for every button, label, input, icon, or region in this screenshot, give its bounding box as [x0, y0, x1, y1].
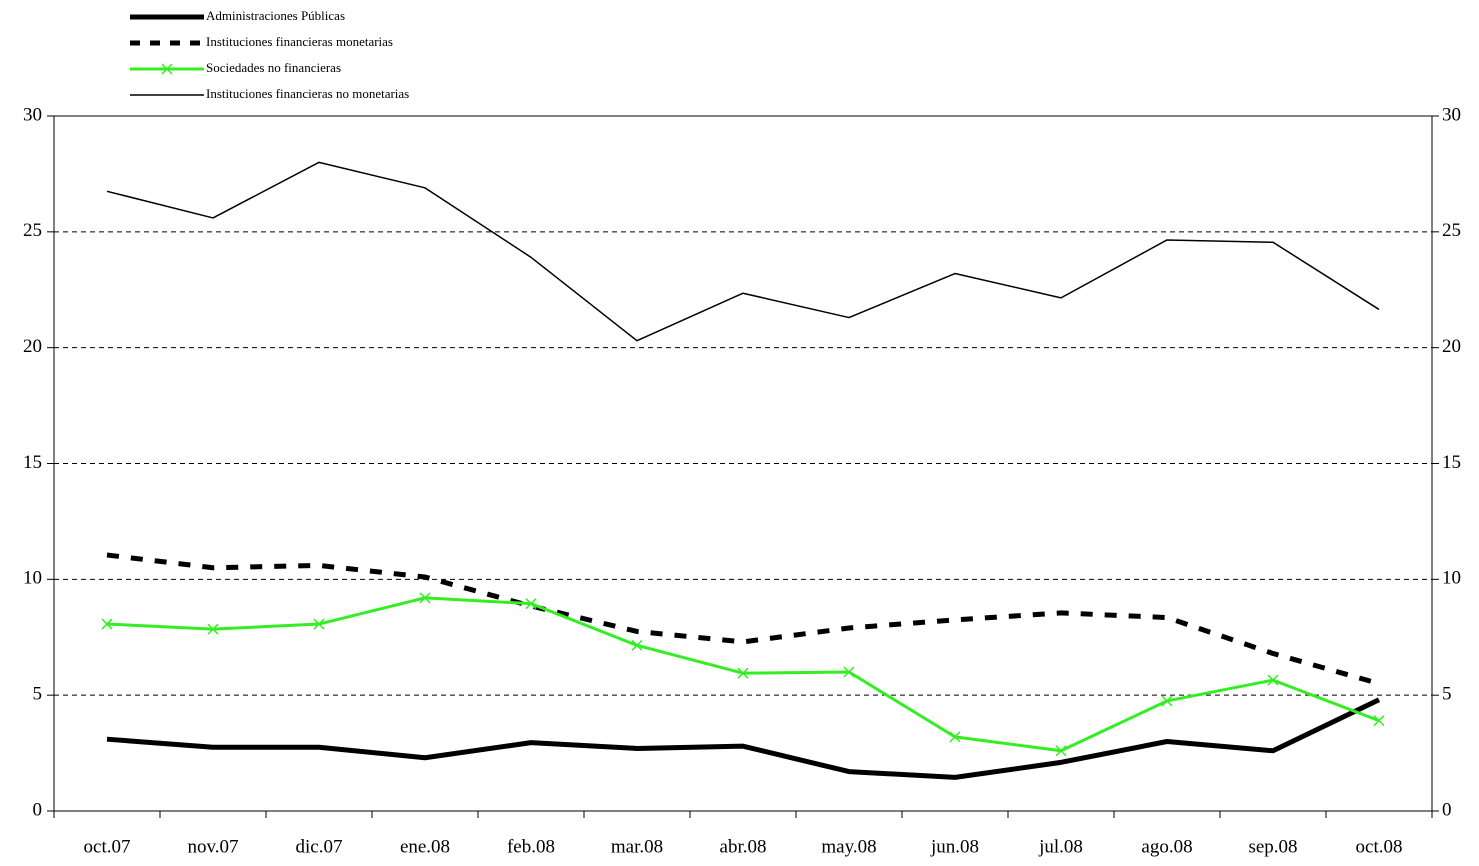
- marker: [631, 639, 643, 651]
- x-tick-label: ago.08: [1141, 836, 1192, 857]
- y-tick-label: 5: [33, 684, 43, 705]
- x-tick-label: oct.07: [84, 836, 131, 857]
- y-tick-label: 25: [23, 220, 42, 241]
- x-tick-label: oct.08: [1356, 836, 1403, 857]
- y2-tick-label: 25: [1442, 220, 1461, 241]
- x-tick-label: feb.08: [507, 836, 555, 857]
- y2-tick-label: 0: [1442, 799, 1452, 820]
- marker: [207, 623, 219, 635]
- x-tick-label: nov.07: [187, 836, 238, 857]
- marker: [313, 618, 325, 630]
- y-tick-label: 0: [33, 799, 43, 820]
- marker: [101, 618, 113, 630]
- legend-label: Administraciones Públicas: [206, 8, 345, 23]
- marker: [737, 667, 749, 679]
- marker: [949, 731, 961, 743]
- y2-tick-label: 30: [1442, 104, 1461, 125]
- series-line: [106, 596, 1380, 753]
- series-line: [106, 161, 1380, 342]
- marker: [1267, 674, 1279, 686]
- legend-label: Sociedades no financieras: [206, 60, 341, 75]
- y-tick-label: 10: [23, 568, 42, 589]
- plot-frame: [53, 115, 1433, 812]
- y-tick-label: 30: [23, 104, 42, 125]
- series: [106, 161, 1380, 342]
- marker: [525, 598, 537, 610]
- y-tick-label: 15: [23, 452, 42, 473]
- marker: [161, 63, 173, 75]
- x-tick-label: mar.08: [611, 836, 663, 857]
- x-tick-label: ene.08: [400, 836, 450, 857]
- series: [106, 552, 1380, 686]
- series-line: [106, 552, 1380, 686]
- y2-tick-label: 20: [1442, 336, 1461, 357]
- y2-tick-label: 5: [1442, 684, 1452, 705]
- series-line: [106, 697, 1381, 780]
- marker: [1055, 745, 1067, 757]
- x-tick-label: jul.08: [1038, 836, 1083, 857]
- marker: [419, 592, 431, 604]
- y-tick-label: 20: [23, 336, 42, 357]
- x-tick-label: may.08: [821, 836, 876, 857]
- marker: [1161, 695, 1173, 707]
- series: [101, 592, 1385, 757]
- y2-tick-label: 15: [1442, 452, 1461, 473]
- marker: [1373, 715, 1385, 727]
- x-tick-label: jun.08: [930, 836, 979, 857]
- legend-label: Instituciones financieras monetarias: [206, 34, 393, 49]
- legend-label: Instituciones financieras no monetarias: [206, 86, 409, 101]
- x-tick-label: abr.08: [720, 836, 767, 857]
- marker: [843, 666, 855, 678]
- x-tick-label: sep.08: [1248, 836, 1297, 857]
- y2-tick-label: 10: [1442, 568, 1461, 589]
- x-tick-label: dic.07: [296, 836, 343, 857]
- series: [106, 697, 1381, 780]
